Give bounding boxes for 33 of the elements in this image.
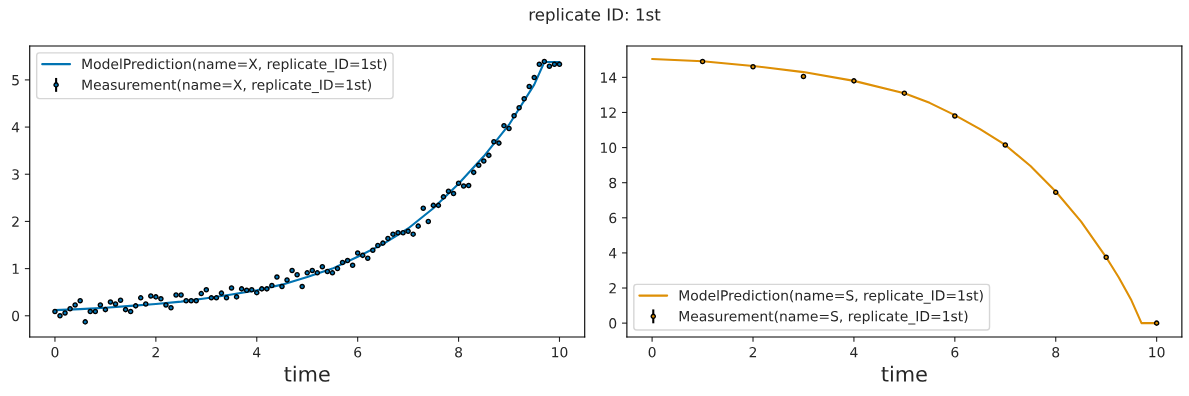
y-tick-label: 8: [609, 177, 617, 189]
x-tick-label: 8: [1052, 346, 1060, 358]
y-tick-label: 0: [12, 310, 20, 322]
x-tick-label: 2: [749, 346, 757, 358]
x-tick-label: 8: [455, 346, 463, 358]
x-tick-label: 2: [152, 346, 159, 358]
x-tick-label: 0: [51, 346, 59, 358]
legend-label: ModelPrediction(name=X, replicate_ID=1st): [82, 58, 387, 73]
y-tick-label: 0: [609, 318, 617, 329]
y-tick-label: 12: [601, 107, 616, 118]
y-tick-label: 4: [11, 122, 20, 133]
x-tick-label: 4: [850, 347, 858, 358]
x-axis-title: time: [881, 365, 927, 382]
y-tick-label: 2: [12, 216, 19, 227]
y-tick-label: 5: [12, 75, 19, 86]
x-tick-label: 0: [648, 346, 656, 358]
x-tick-label: 6: [354, 346, 362, 358]
legend-label: ModelPrediction(name=S, replicate_ID=1st): [679, 289, 983, 304]
y-tick-label: 10: [601, 142, 617, 154]
y-tick-label: 14: [601, 72, 617, 83]
x-axis-title: time: [284, 365, 330, 382]
y-tick-label: 6: [609, 212, 617, 224]
chart-title: replicate ID: 1st: [529, 7, 661, 25]
y-tick-label: 2: [609, 282, 616, 294]
x-tick-label: 6: [951, 346, 959, 358]
legend-label: Measurement(name=X, replicate_ID=1st): [82, 79, 371, 94]
x-tick-label: 10: [1149, 346, 1165, 358]
x-tick-label: 10: [552, 346, 568, 358]
y-tick-label: 4: [609, 248, 617, 259]
legend-label: Measurement(name=S, replicate_ID=1st): [679, 310, 968, 325]
x-tick-label: 4: [253, 347, 261, 358]
y-tick-label: 3: [12, 169, 19, 180]
y-tick-label: 1: [12, 263, 19, 274]
